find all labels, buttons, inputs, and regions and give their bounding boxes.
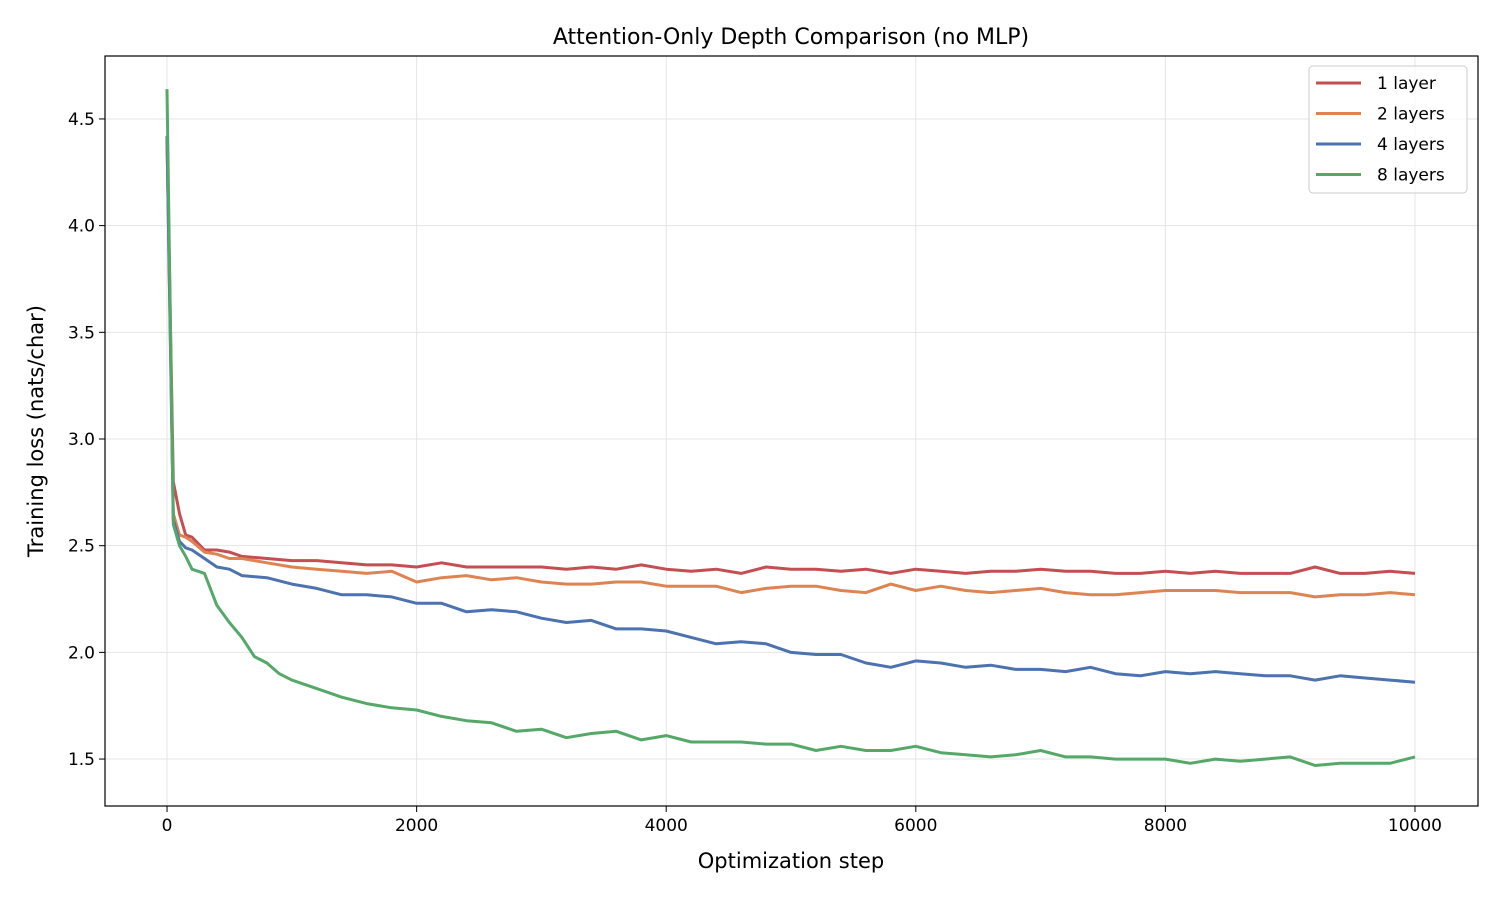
x-tick-label: 10000 <box>1388 816 1442 836</box>
legend-label: 4 layers <box>1377 135 1445 155</box>
y-tick-label: 3.5 <box>68 323 95 343</box>
y-tick-label: 2.0 <box>68 643 95 663</box>
y-axis-label: Training loss (nats/char) <box>24 305 48 558</box>
legend-label: 1 layer <box>1377 74 1436 94</box>
y-tick-label: 3.0 <box>68 430 95 450</box>
series-line-2 <box>165 140 1416 599</box>
x-tick-label: 0 <box>162 816 173 836</box>
plot-frame <box>104 55 1479 807</box>
x-tick-label: 4000 <box>645 816 688 836</box>
y-tick-label: 2.5 <box>68 537 95 557</box>
x-tick-label: 8000 <box>1144 816 1187 836</box>
legend-label: 2 layers <box>1377 105 1445 125</box>
x-tick-label: 2000 <box>395 816 438 836</box>
legend-label: 8 layers <box>1377 166 1445 186</box>
series-lines <box>165 89 1416 767</box>
legend: 1 layer 2 layers 4 layers 8 layers <box>1308 65 1468 194</box>
axis-ticks: 0 2000 4000 6000 8000 10000 1.5 2.0 2.5 3.0 3.5 4.0… <box>68 110 1442 836</box>
x-tick-label: 6000 <box>894 816 937 836</box>
y-tick-label: 4.0 <box>68 217 95 237</box>
series-line-1 <box>165 135 1416 575</box>
series-line-4 <box>165 89 1416 767</box>
y-tick-label: 1.5 <box>68 750 95 770</box>
legend-box <box>1308 65 1468 194</box>
y-tick-label: 4.5 <box>68 110 95 130</box>
x-axis-label: Optimization step <box>698 849 884 873</box>
chart-title: Attention-Only Depth Comparison (no MLP) <box>553 25 1029 50</box>
series-line-3 <box>165 135 1416 684</box>
